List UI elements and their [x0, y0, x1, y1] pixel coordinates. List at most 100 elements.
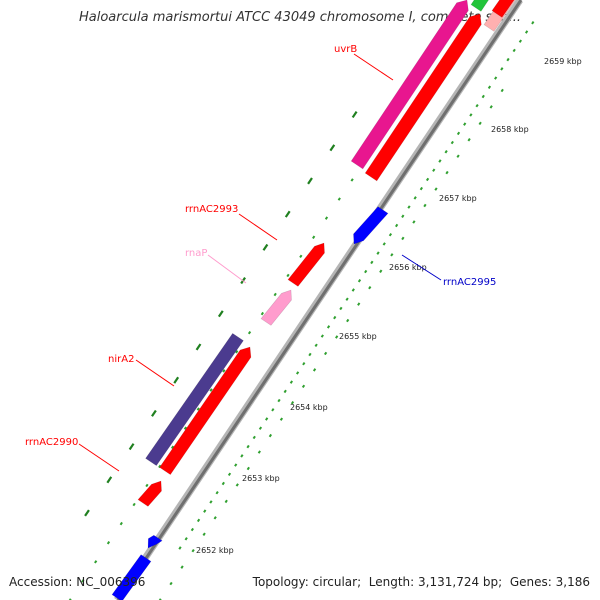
minor-tick: [235, 483, 239, 487]
uvrB-gene[interactable]: [350, 0, 469, 170]
minor-tick: [337, 197, 341, 201]
kbp-label: 2657 kbp: [439, 194, 477, 203]
minor-tick: [382, 242, 386, 246]
length-value: 3,131,724 bp: [418, 575, 499, 589]
minor-tick: [434, 187, 438, 191]
top-green-feature[interactable]: [470, 0, 497, 12]
genome-summary: Topology: circular; Length: 3,131,724 bp…: [252, 575, 590, 589]
minor-tick: [345, 297, 349, 301]
minor-tick: [445, 170, 449, 175]
bottom-blue-cds-1[interactable]: [147, 534, 163, 549]
kbp-label: 2654 kbp: [290, 403, 328, 412]
minor-tick: [268, 433, 273, 438]
minor-tick: [326, 325, 331, 329]
gene-label-rrnAC2990: rrnAC2990: [25, 437, 78, 448]
minor-tick: [215, 490, 219, 495]
minor-tick: [170, 445, 175, 449]
minor-tick: [277, 398, 281, 403]
gene-label-rrnAC2993: rrnAC2993: [185, 204, 238, 215]
minor-tick: [283, 389, 287, 394]
minor-tick: [407, 205, 411, 209]
minor-tick: [320, 334, 324, 338]
uvrB-cds[interactable]: [364, 13, 482, 182]
minor-tick: [295, 371, 300, 375]
genes-value: 3,186: [555, 575, 590, 589]
minor-tick: [413, 196, 417, 200]
minor-tick: [379, 269, 383, 273]
minor-tick: [290, 401, 295, 405]
minor-tick: [190, 527, 194, 532]
minor-tick: [357, 302, 361, 306]
minor-tick: [324, 216, 329, 220]
minor-tick: [335, 335, 339, 339]
minor-tick: [412, 220, 416, 224]
rrnAC2995-cds[interactable]: [353, 206, 389, 245]
minor-tick: [444, 150, 448, 154]
minor-tick: [260, 311, 264, 316]
top-red-cds[interactable]: [491, 0, 523, 18]
rnaP-rna[interactable]: [260, 289, 292, 326]
minor-tick: [475, 103, 479, 108]
nirA2-gene[interactable]: [145, 332, 244, 467]
major-tick: [217, 310, 224, 318]
minor-tick: [247, 330, 252, 335]
tick-marks: [68, 21, 535, 600]
minor-tick: [518, 39, 523, 43]
minor-tick: [203, 509, 207, 513]
minor-tick: [323, 351, 328, 356]
major-tick: [262, 243, 269, 251]
rrnAC2990-cds[interactable]: [137, 480, 162, 507]
uvrB-leader: [353, 53, 394, 81]
gene-label-nirA2: nirA2: [108, 354, 134, 365]
minor-tick: [119, 521, 123, 526]
minor-tick: [506, 57, 510, 62]
minor-tick: [302, 361, 306, 366]
minor-tick: [235, 350, 239, 354]
kbp-label: 2658 kbp: [491, 125, 529, 134]
minor-tick: [224, 499, 228, 504]
minor-tick: [81, 579, 85, 583]
minor-tick: [456, 154, 460, 158]
minor-tick: [524, 30, 529, 34]
minor-tick: [370, 260, 374, 265]
minor-tick: [183, 426, 188, 430]
accession-value: NC_006396: [76, 575, 146, 589]
minor-tick: [419, 186, 423, 191]
minor-tick: [333, 315, 337, 320]
minor-tick: [299, 254, 303, 259]
bottom-blue-cds-2[interactable]: [111, 554, 152, 600]
rrnAC2993-leader: [238, 213, 278, 241]
minor-tick: [478, 121, 482, 126]
accession-info: Accession: NC_006396: [9, 575, 145, 589]
minor-tick: [209, 388, 213, 392]
minor-tick: [401, 236, 405, 241]
minor-tick: [301, 384, 306, 389]
minor-tick: [487, 85, 492, 89]
minor-tick: [202, 532, 206, 536]
minor-tick: [234, 463, 238, 467]
rrnAC2993-cds[interactable]: [287, 242, 325, 287]
minor-tick: [273, 292, 277, 297]
major-tick: [151, 409, 157, 417]
minor-tick: [240, 454, 244, 458]
minor-tick: [271, 408, 275, 412]
minor-tick: [252, 435, 256, 440]
minor-tick: [432, 168, 436, 172]
topology-value: circular: [312, 575, 358, 589]
minor-tick: [423, 203, 427, 208]
nirA2-cds[interactable]: [159, 346, 252, 476]
minor-tick: [425, 177, 430, 182]
minor-tick: [390, 253, 394, 257]
minor-tick: [388, 232, 393, 237]
topology-label: Topology:: [252, 575, 309, 589]
gene-label-rrnAC2995: rrnAC2995: [443, 277, 496, 288]
minor-tick: [500, 88, 504, 93]
minor-tick: [196, 518, 201, 523]
minor-tick: [279, 417, 284, 421]
minor-tick: [357, 279, 362, 283]
minor-tick: [512, 48, 516, 53]
minor-tick: [258, 426, 263, 430]
minor-tick: [312, 235, 316, 239]
genome-backbone-shade: [116, 0, 523, 600]
